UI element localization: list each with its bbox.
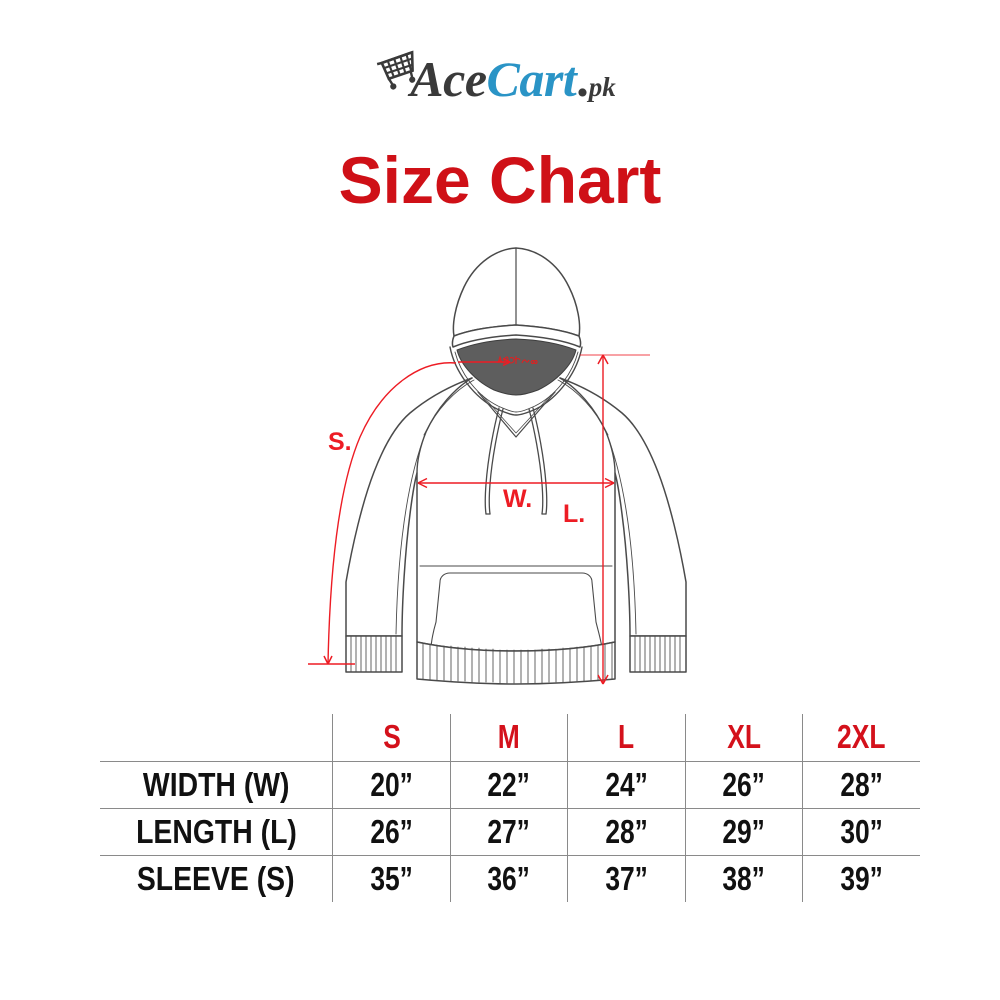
brand-logo: AceCart.pk xyxy=(0,46,1000,116)
sleeve-measure-curve xyxy=(327,362,457,665)
cell-width-s: 20” xyxy=(332,760,451,808)
bottom-hem-ribbing xyxy=(422,642,613,684)
sleeve-measure-label: S. xyxy=(328,428,352,456)
width-arrow-head-left xyxy=(417,477,428,489)
row-label-width: WIDTH (W) xyxy=(100,760,333,808)
hoodie-technical-drawing xyxy=(308,247,687,685)
hood-trim-band xyxy=(451,324,582,348)
header-size-m: M xyxy=(449,714,568,761)
cell-sleeve-xl: 38” xyxy=(684,854,803,902)
shoulder-line-right xyxy=(557,379,609,436)
header-corner-cell xyxy=(100,714,333,761)
header-label: S xyxy=(382,718,401,756)
cell-width-m: 22” xyxy=(449,760,568,808)
shoulder-line-left xyxy=(423,379,475,436)
length-arrow-head-top xyxy=(597,354,609,365)
page-title: Size Chart xyxy=(338,143,662,217)
neckline-v xyxy=(477,391,556,438)
logo-word-ace: Ace xyxy=(410,51,487,107)
width-measure-label: W. xyxy=(503,485,533,513)
header-size-s: S xyxy=(332,714,451,761)
table-row-length: LENGTH (L) 26” 27” 28” 29” 30” xyxy=(100,807,920,855)
cell-sleeve-m: 36” xyxy=(449,854,568,902)
width-arrow-head-right xyxy=(604,477,615,489)
cuff-right-ribbing xyxy=(634,635,681,673)
cell-length-xl: 29” xyxy=(684,807,803,855)
cell-length-m: 27” xyxy=(449,807,568,855)
header-label: 2XL xyxy=(837,718,886,756)
cuff-left-ribbing xyxy=(350,635,397,673)
logo-dot: . xyxy=(576,51,589,107)
cell-width-xl: 26” xyxy=(684,760,803,808)
measurement-overlay xyxy=(308,354,650,685)
kangaroo-pocket xyxy=(435,572,603,651)
row-label-sleeve: SLEEVE (S) xyxy=(100,854,333,902)
table-header-row: S M L XL 2XL xyxy=(100,714,920,761)
drawstring-right xyxy=(532,407,548,515)
header-size-l: L xyxy=(567,714,686,761)
hood-opening-edge xyxy=(449,346,583,416)
neck-brand-label xyxy=(497,355,538,365)
sleeve-arrow-head xyxy=(323,655,333,665)
header-label: L xyxy=(618,718,635,756)
bottom-hem xyxy=(416,641,616,685)
cell-length-l: 28” xyxy=(567,807,686,855)
drawstring-left xyxy=(484,407,500,515)
table-row-sleeve: SLEEVE (S) 35” 36” 37” 38” 39” xyxy=(100,854,920,902)
cell-sleeve-s: 35” xyxy=(332,854,451,902)
cell-length-s: 26” xyxy=(332,807,451,855)
hoodie-illustration: S. W. L. xyxy=(250,232,750,710)
table-row-width: WIDTH (W) 20” 22” 24” 26” 28” xyxy=(100,760,920,808)
sleeve-crease-left xyxy=(395,431,427,635)
raglan-seam-right xyxy=(559,377,616,474)
header-label: XL xyxy=(726,718,761,756)
cuff-right xyxy=(629,635,687,673)
length-measure-label: L. xyxy=(563,500,586,528)
sleeve-crease-right xyxy=(605,431,637,635)
row-label-length: LENGTH (L) xyxy=(100,807,333,855)
header-size-2xl: 2XL xyxy=(802,714,920,761)
raglan-seam-left xyxy=(416,377,473,474)
cell-width-2xl: 28” xyxy=(802,760,920,808)
hood-arrow-head xyxy=(502,357,511,367)
neckline-v-inner xyxy=(481,394,552,434)
cell-sleeve-l: 37” xyxy=(567,854,686,902)
cell-width-l: 24” xyxy=(567,760,686,808)
logo-word-cart: Cart xyxy=(486,51,577,107)
logo-tld: pk xyxy=(588,72,616,102)
cell-sleeve-2xl: 39” xyxy=(802,854,920,902)
header-size-xl: XL xyxy=(684,714,803,761)
size-chart-table: S M L XL 2XL WIDTH (W) xyxy=(100,714,920,902)
length-arrow-head-bottom xyxy=(597,674,609,685)
cuff-left xyxy=(345,635,403,673)
shopping-cart-icon xyxy=(377,50,416,90)
header-label: M xyxy=(497,718,520,756)
cell-length-2xl: 30” xyxy=(802,807,920,855)
hood-inner-lining xyxy=(456,338,577,396)
